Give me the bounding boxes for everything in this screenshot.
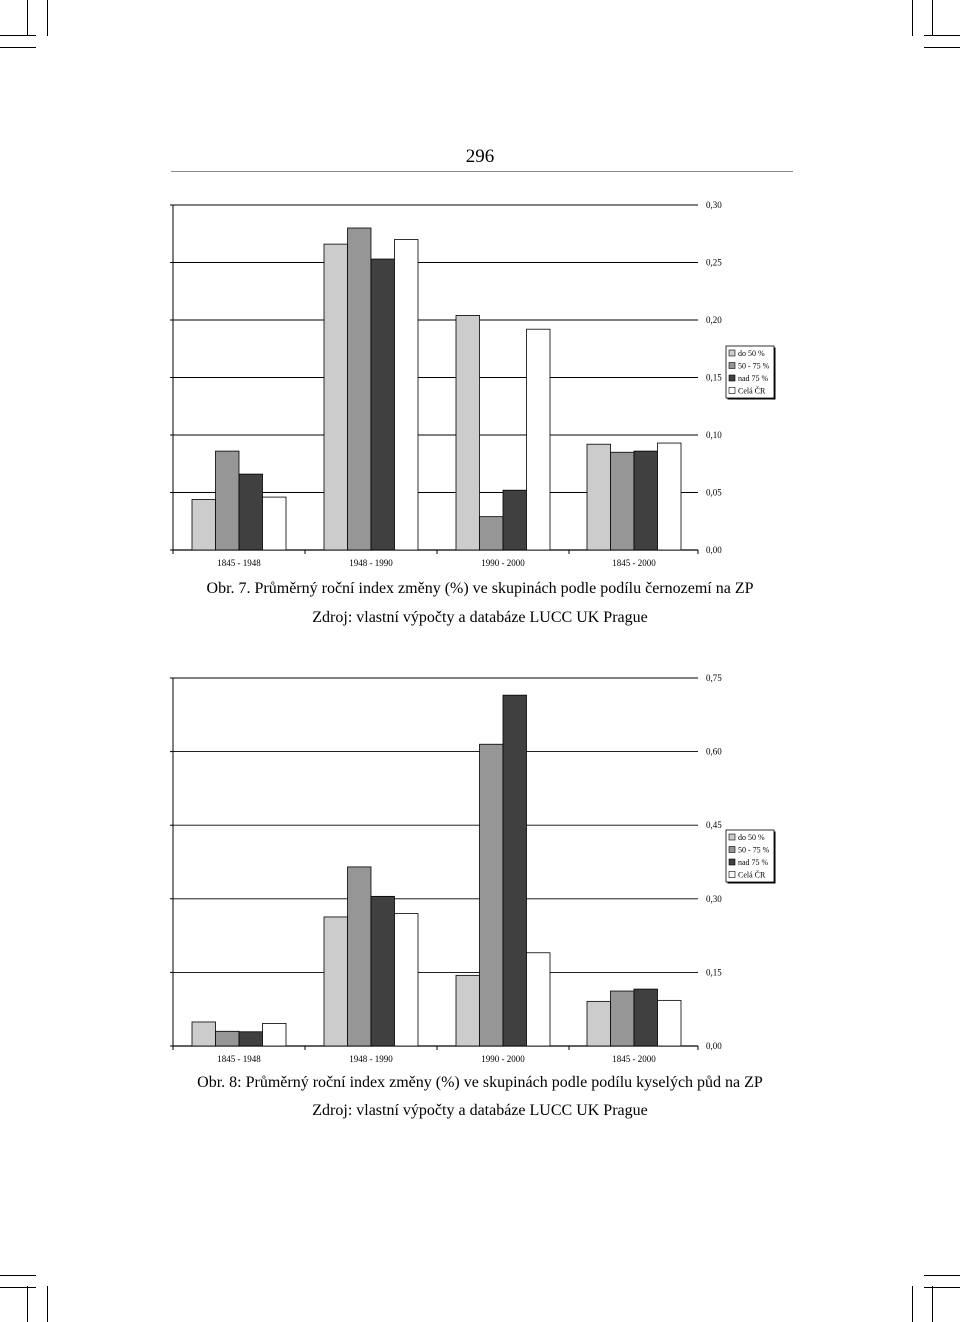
chart1-bar xyxy=(633,450,658,551)
chart2-y-tick-label: 0,30 xyxy=(706,894,722,904)
chart1-legend-swatch xyxy=(728,349,736,357)
chart2-bar xyxy=(455,974,480,1047)
chart2-y-tick-label: 0,15 xyxy=(706,967,722,977)
chart2-bar xyxy=(502,694,527,1047)
chart1-legend-swatch xyxy=(728,362,736,369)
chart2-y-tick-label: 0,60 xyxy=(706,747,722,757)
chart1-bar xyxy=(238,473,263,551)
chart1-bar xyxy=(323,243,348,551)
chart2-bar xyxy=(215,1030,240,1047)
chart2-bar xyxy=(394,913,419,1047)
chart1-y-tick-label: 0,20 xyxy=(706,315,722,325)
chart2-legend-label: do 50 % xyxy=(738,833,765,842)
page-number: 296 xyxy=(465,146,495,167)
chart1-bar xyxy=(586,443,611,551)
chart1-y-tick-label: 0,25 xyxy=(706,258,722,268)
chart2-bar xyxy=(633,988,658,1047)
chart2-legend-label: Celá ČR xyxy=(738,870,766,880)
chart2-x-tick-label: 1845 - 2000 xyxy=(612,1054,656,1064)
chart1-bar xyxy=(347,227,372,551)
chart2-legend-swatch xyxy=(728,871,736,878)
chart1-y-tick-label: 0,30 xyxy=(706,200,722,210)
chart2-legend-swatch xyxy=(728,858,736,866)
chart1-bar xyxy=(394,239,419,551)
chart1-y-tick-label: 0,10 xyxy=(706,430,722,440)
chart2-bar xyxy=(238,1031,263,1047)
chart2-y-tick-label: 0,00 xyxy=(706,1041,722,1051)
chart2-x-tick-label: 1948 - 1990 xyxy=(349,1054,393,1064)
chart1-y-tick-label: 0,05 xyxy=(706,488,722,498)
chart1-legend-label: nad 75 % xyxy=(738,374,769,383)
chart2-bar xyxy=(347,866,372,1047)
chart2-bar xyxy=(262,1023,287,1047)
chart1-bar xyxy=(191,498,216,551)
chart1-y-tick-label: 0,00 xyxy=(706,545,722,555)
chart2-legend-swatch xyxy=(728,833,736,841)
chart2-legend-label: nad 75 % xyxy=(738,858,769,867)
chart1-x-tick-label: 1948 - 1990 xyxy=(349,558,393,568)
chart1-legend-label: do 50 % xyxy=(738,349,765,358)
chart2-legend-swatch xyxy=(728,846,736,853)
chart1-legend-label: 50 - 75 % xyxy=(738,362,770,371)
chart2-bar xyxy=(657,999,682,1047)
chart1-x-tick-label: 1845 - 2000 xyxy=(612,558,656,568)
chart1-legend-label: Celá ČR xyxy=(738,386,766,396)
figure-7-source: Zdroj: vlastní výpočty a databáze LUCC U… xyxy=(312,609,648,626)
chart2-bar xyxy=(610,990,635,1047)
chart1-bar xyxy=(610,451,635,551)
chart1-bar xyxy=(262,496,287,551)
chart2-y-tick-label: 0,75 xyxy=(706,673,722,683)
chart2-bar xyxy=(370,895,395,1047)
chart1-bar xyxy=(502,489,527,551)
chart1-x-tick-label: 1845 - 1948 xyxy=(217,558,261,568)
chart1-legend-swatch xyxy=(728,387,736,394)
chart2-bar xyxy=(191,1021,216,1047)
figure-7-caption: Obr. 7. Průměrný roční index změny (%) v… xyxy=(206,580,754,597)
chart1-y-tick-label: 0,15 xyxy=(706,373,722,383)
chart2-legend-label: 50 - 75 % xyxy=(738,846,770,855)
chart2-bar xyxy=(586,1000,611,1047)
chart1-bar xyxy=(479,516,504,551)
figure-8-source: Zdroj: vlastní výpočty a databáze LUCC U… xyxy=(312,1102,648,1119)
chart1-bar xyxy=(215,450,240,551)
chart1-bar xyxy=(455,314,480,551)
chart2-bar xyxy=(479,743,504,1047)
chart2-y-tick-label: 0,45 xyxy=(706,820,722,830)
chart1-bar xyxy=(370,258,395,551)
chart2-bar xyxy=(526,952,551,1047)
chart1-bar xyxy=(657,442,682,551)
figure-8-caption: Obr. 8: Průměrný roční index změny (%) v… xyxy=(197,1074,763,1091)
header-rule xyxy=(171,171,793,172)
chart2-x-tick-label: 1845 - 1948 xyxy=(217,1054,261,1064)
chart2-bar xyxy=(323,916,348,1047)
chart1-x-tick-label: 1990 - 2000 xyxy=(481,558,525,568)
chart2-x-tick-label: 1990 - 2000 xyxy=(481,1054,525,1064)
chart1-legend-swatch xyxy=(728,374,736,382)
chart1-bar xyxy=(526,328,551,551)
